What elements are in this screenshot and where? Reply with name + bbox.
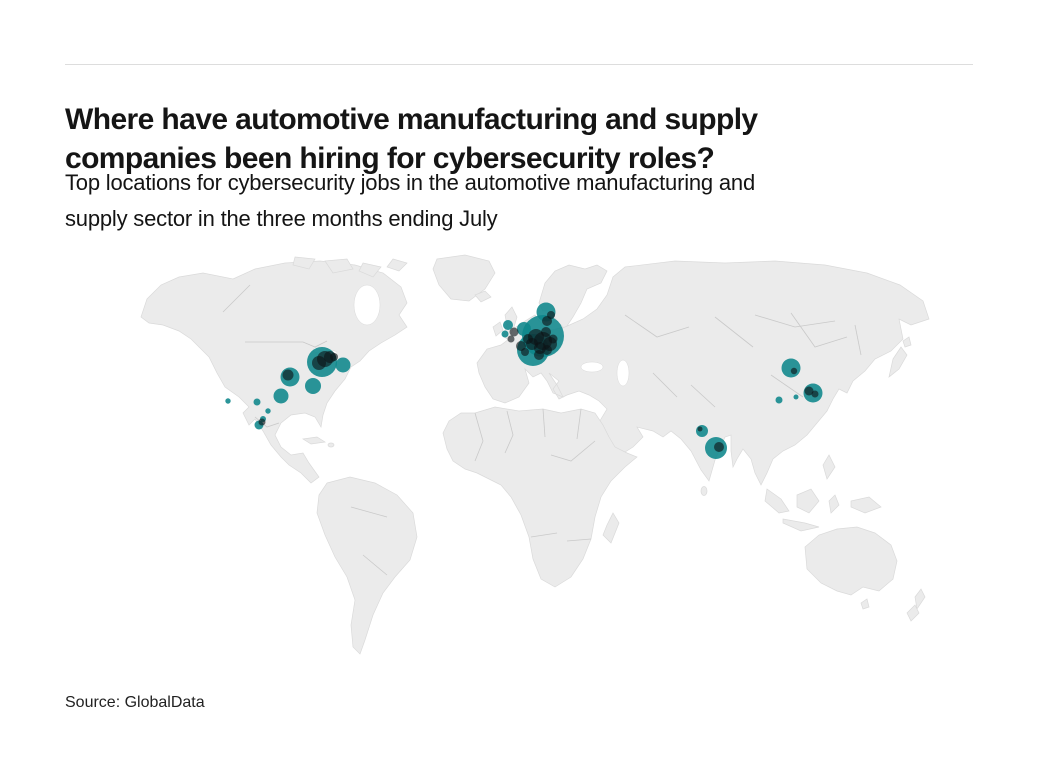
island-madagascar (602, 512, 620, 544)
page-subtitle-line-1: Top locations for cybersecurity jobs in … (65, 170, 755, 195)
page-title-line-2: companies been hiring for cybersecurity … (65, 142, 715, 176)
bubble-map (135, 250, 935, 665)
world-map (140, 254, 930, 655)
island-arctic-2 (324, 258, 354, 274)
bubble-layer (225, 302, 823, 459)
bubble-germany-cluster (548, 334, 558, 344)
island-java (782, 518, 820, 532)
bubble-us-northeast (335, 357, 351, 373)
island-hispaniola (327, 442, 335, 448)
water-caspian-sea (616, 359, 630, 387)
bubble-southern-germany (534, 350, 544, 360)
bubble-united-kingdom (501, 330, 509, 338)
page-subtitle-line-2: supply sector in the three months ending… (65, 206, 498, 231)
page-title: Where have automotive manufacturing and … (65, 100, 965, 178)
bubble-china-shanghai-area (811, 390, 819, 398)
bubble-united-kingdom (509, 327, 519, 337)
bubble-us-midwest (282, 369, 294, 381)
island-arctic-1 (292, 256, 316, 270)
bubble-united-kingdom (507, 335, 515, 343)
island-sulawesi (828, 494, 840, 514)
bubble-southern-germany (542, 345, 552, 355)
bubble-united-kingdom (503, 320, 513, 330)
continent-south-america (316, 476, 418, 655)
island-japan (888, 346, 908, 378)
island-sri-lanka (700, 486, 708, 496)
water-hudson-bay (353, 284, 381, 326)
island-japan-north (902, 336, 912, 348)
island-borneo (796, 488, 820, 514)
bubble-germany-cluster (523, 334, 533, 344)
bubble-mexico (258, 418, 266, 426)
bubble-india-bengaluru-chennai-area (714, 442, 724, 452)
bubble-benelux (517, 322, 531, 336)
bubble-germany-cluster (541, 327, 551, 337)
water-black-sea (580, 361, 604, 373)
continent-north-america (140, 260, 408, 484)
bubble-china-beijing-area (790, 367, 798, 375)
island-arctic-3 (358, 262, 382, 278)
inland-water (312, 284, 630, 387)
country-borders (222, 284, 862, 576)
source-caption: Source: GlobalData (65, 694, 205, 711)
continent-australia (804, 526, 898, 596)
island-ireland (492, 321, 504, 337)
bubble-eastern-france (521, 348, 529, 356)
continents (140, 254, 930, 655)
bubble-us-southeast (305, 378, 321, 394)
bubble-texas-south (265, 408, 271, 414)
bubble-china-central (793, 394, 799, 400)
island-new-zealand-south (906, 604, 920, 622)
island-tasmania (860, 598, 870, 610)
bubble-us-west-coast (225, 398, 231, 404)
header-divider (65, 64, 973, 65)
island-sumatra (764, 488, 790, 514)
bubble-us-southwest (253, 398, 261, 406)
island-cuba (302, 436, 326, 445)
page-title-line-1: Where have automotive manufacturing and … (65, 103, 758, 137)
island-iceland (474, 290, 492, 303)
island-philippines (822, 454, 836, 480)
bubble-china-beijing-area (781, 358, 801, 378)
bubble-us-great-lakes-detroit-cluster (330, 353, 338, 361)
continent-eurasia (476, 260, 930, 486)
bubble-china-shanghai-area (804, 386, 814, 396)
bubble-india-pune-mumbai-area (697, 426, 703, 432)
bubble-india-pune-mumbai-area (696, 425, 708, 437)
continent-africa (442, 406, 638, 588)
bubble-china-inland-west (775, 396, 783, 404)
bubble-texas-north (273, 388, 289, 404)
island-new-guinea (850, 496, 882, 514)
page-subtitle: Top locations for cybersecurity jobs in … (65, 165, 965, 237)
bubble-northern-germany (542, 316, 552, 326)
island-arctic-4 (386, 258, 408, 272)
island-new-zealand-north (914, 588, 926, 610)
